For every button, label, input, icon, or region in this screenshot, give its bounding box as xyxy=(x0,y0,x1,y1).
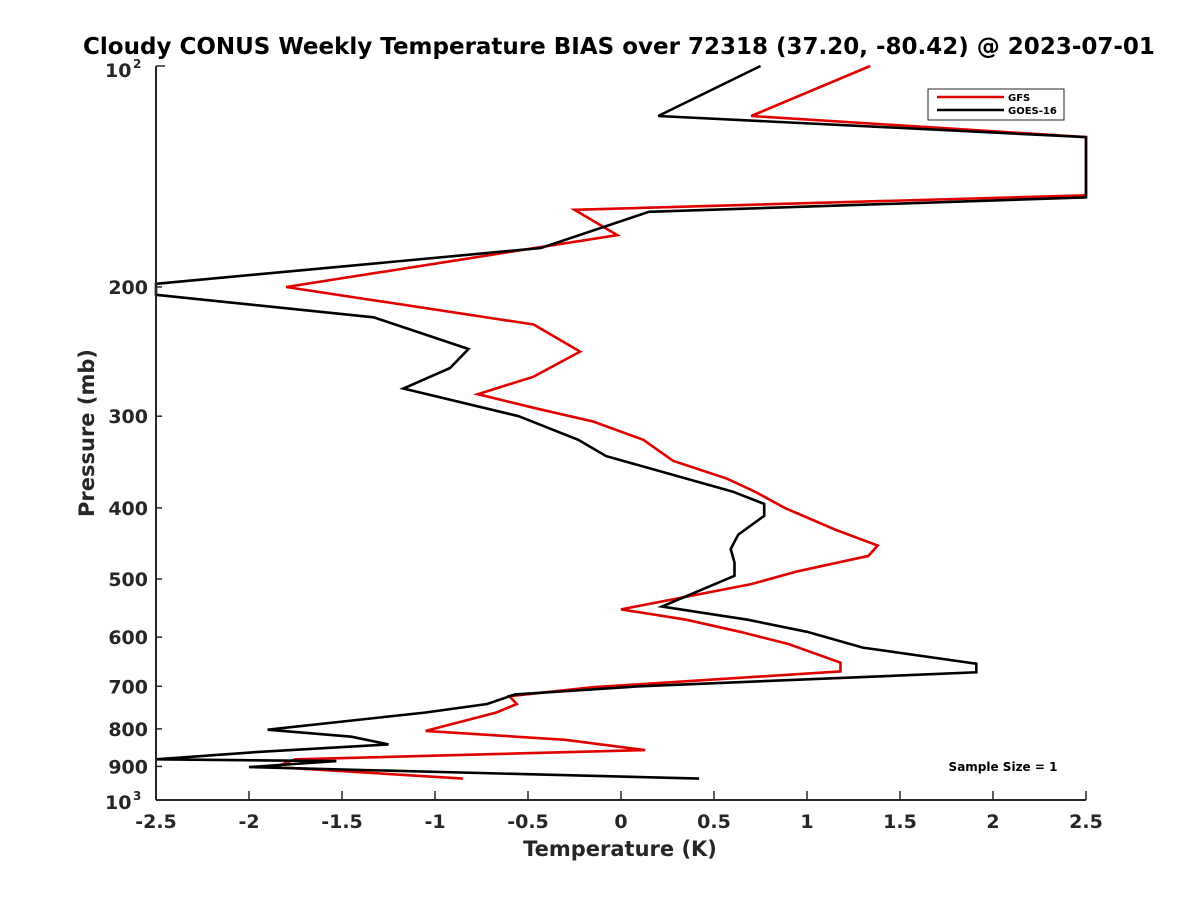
y-tick-label: 700 xyxy=(108,676,148,698)
x-tick-label: 2 xyxy=(986,811,999,833)
legend: GFS GOES-16 xyxy=(927,88,1065,121)
y-tick-label: 600 xyxy=(108,627,148,649)
y-tick-label: 200 xyxy=(108,277,148,299)
y-bottom-label-exp: 3 xyxy=(133,789,141,803)
legend-box xyxy=(927,88,1065,121)
x-ticks: -2.5 -2 -1.5 -1 -0.5 0 0.5 1 1.5 2 2.5 xyxy=(135,791,1103,833)
x-tick-label: -1.5 xyxy=(321,811,363,833)
y-bottom-label-base: 10 xyxy=(105,792,131,814)
series-line-goes16 xyxy=(154,64,1088,780)
y-axis-label: Pressure (mb) xyxy=(75,349,99,517)
legend-label-goes16: GOES-16 xyxy=(1008,106,1057,117)
x-tick-label: -0.5 xyxy=(507,811,549,833)
x-tick-label: -2.5 xyxy=(135,811,177,833)
x-tick-label: 1.5 xyxy=(883,811,917,833)
y-top-label-exp: 2 xyxy=(133,57,141,71)
x-tick-label: 0 xyxy=(614,811,627,833)
series-line-gfs xyxy=(274,64,1088,780)
y-tick-label: 800 xyxy=(108,719,148,741)
series-layer xyxy=(154,64,1088,780)
y-tick-label: 300 xyxy=(108,406,148,428)
legend-label-gfs: GFS xyxy=(1008,93,1030,104)
x-tick-label: -2 xyxy=(238,811,259,833)
x-tick-label: -1 xyxy=(424,811,445,833)
y-ticks: 200 300 400 500 600 700 800 900 xyxy=(108,65,165,801)
x-tick-label: 1 xyxy=(800,811,813,833)
y-tick-label: 500 xyxy=(108,569,148,591)
x-tick-label: 2.5 xyxy=(1069,811,1103,833)
x-tick-label: 0.5 xyxy=(697,811,731,833)
sample-size-annotation: Sample Size = 1 xyxy=(949,760,1058,774)
y-tick-label: 900 xyxy=(108,756,148,778)
y-top-label-base: 10 xyxy=(105,60,131,82)
x-axis-label: Temperature (K) xyxy=(523,837,717,861)
y-tick-label: 400 xyxy=(108,498,148,520)
chart-title: Cloudy CONUS Weekly Temperature BIAS ove… xyxy=(83,34,1155,60)
